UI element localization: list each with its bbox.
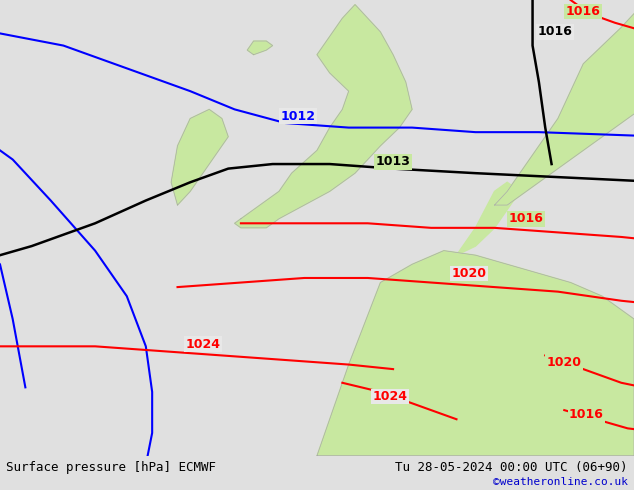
- Text: 1024: 1024: [185, 338, 221, 350]
- Polygon shape: [317, 251, 634, 456]
- Text: 1016: 1016: [508, 212, 544, 225]
- Polygon shape: [235, 4, 412, 228]
- Text: Surface pressure [hPa] ECMWF: Surface pressure [hPa] ECMWF: [6, 461, 216, 474]
- Text: 1020: 1020: [547, 356, 582, 369]
- Polygon shape: [495, 0, 634, 205]
- Text: 1020: 1020: [451, 267, 487, 280]
- Polygon shape: [456, 182, 520, 255]
- Text: 1016: 1016: [566, 5, 601, 18]
- Text: 1024: 1024: [372, 390, 408, 403]
- Polygon shape: [247, 41, 273, 55]
- Text: Tu 28-05-2024 00:00 UTC (06+90): Tu 28-05-2024 00:00 UTC (06+90): [395, 461, 628, 474]
- Text: 1012: 1012: [280, 110, 316, 122]
- Text: 1016: 1016: [537, 25, 573, 38]
- Text: 1013: 1013: [375, 155, 411, 168]
- Text: ©weatheronline.co.uk: ©weatheronline.co.uk: [493, 477, 628, 487]
- Text: 1016: 1016: [569, 408, 604, 421]
- Polygon shape: [171, 109, 228, 205]
